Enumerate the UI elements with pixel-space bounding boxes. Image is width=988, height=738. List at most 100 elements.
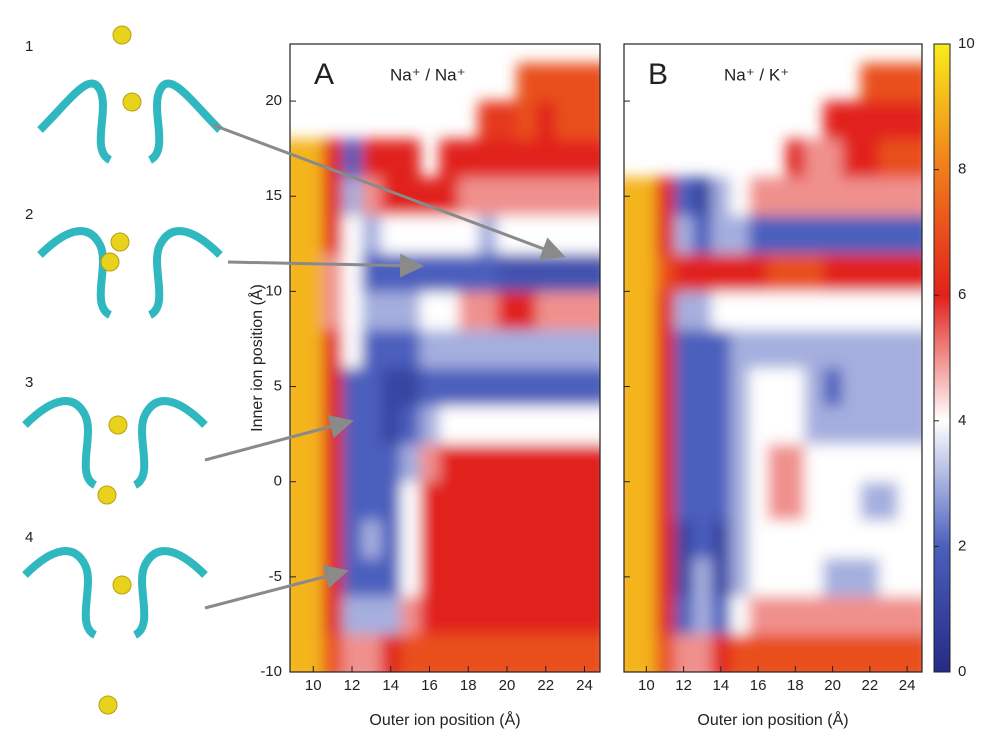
- cell: [362, 444, 382, 483]
- cell: [497, 406, 517, 445]
- cell: [362, 368, 382, 407]
- cell: [280, 596, 323, 635]
- cell: [323, 368, 343, 407]
- cell: [879, 63, 898, 102]
- cell: [693, 406, 712, 445]
- cell: [497, 291, 517, 330]
- cell: [517, 406, 537, 445]
- cell: [517, 444, 537, 483]
- cell: [749, 596, 768, 635]
- cell: [861, 253, 880, 292]
- cell: [730, 177, 749, 216]
- cell: [381, 368, 401, 407]
- cell: [439, 291, 459, 330]
- panel-title: Na⁺ / K⁺: [724, 65, 789, 84]
- cell: [730, 368, 749, 407]
- cell: [497, 558, 517, 597]
- cell: [656, 482, 675, 521]
- x-axis-label: Outer ion position (Å): [369, 710, 520, 729]
- cell: [342, 215, 362, 254]
- cell: [842, 634, 861, 683]
- cell: [478, 444, 498, 483]
- cell: [497, 444, 517, 483]
- cell: [614, 558, 656, 597]
- cell: [381, 634, 401, 683]
- cell: [614, 634, 656, 683]
- cell: [614, 291, 656, 330]
- cell: [459, 139, 479, 178]
- cell: [459, 177, 479, 216]
- cell: [674, 596, 693, 635]
- cell: [381, 444, 401, 483]
- cell: [517, 139, 537, 178]
- cell: [536, 634, 556, 683]
- cell: [400, 368, 420, 407]
- cell: [656, 634, 675, 683]
- cell: [497, 177, 517, 216]
- cell: [786, 558, 805, 597]
- cell: [805, 215, 824, 254]
- cell: [536, 139, 556, 178]
- cell: [459, 291, 479, 330]
- cell: [712, 215, 731, 254]
- cell: [842, 596, 861, 635]
- cell: [674, 329, 693, 368]
- cell: [842, 520, 861, 559]
- colorbar-tick-label: 0: [958, 663, 966, 680]
- cell: [861, 520, 880, 559]
- cell: [420, 253, 440, 292]
- cell: [439, 482, 459, 521]
- cell: [536, 291, 556, 330]
- cell: [712, 520, 731, 559]
- cell: [555, 596, 575, 635]
- cell: [712, 482, 731, 521]
- y-tick-label: 5: [274, 378, 282, 395]
- cell: [362, 406, 382, 445]
- y-tick-label: -10: [260, 663, 282, 680]
- cell: [842, 482, 861, 521]
- cell: [674, 406, 693, 445]
- cell: [478, 101, 498, 140]
- panel-label: A: [314, 58, 334, 91]
- cell: [614, 596, 656, 635]
- cell: [730, 482, 749, 521]
- cell: [280, 177, 323, 216]
- cell: [478, 177, 498, 216]
- cell: [323, 596, 343, 635]
- cell: [555, 634, 575, 683]
- cell: [280, 253, 323, 292]
- cell: [861, 63, 880, 102]
- cell: [575, 63, 611, 102]
- cell: [536, 406, 556, 445]
- cell: [805, 634, 824, 683]
- cell: [767, 482, 786, 521]
- cell: [861, 558, 880, 597]
- y-tick-label: 10: [265, 282, 282, 299]
- cell: [420, 329, 440, 368]
- cell: [614, 329, 656, 368]
- cell: [536, 101, 556, 140]
- cell: [536, 253, 556, 292]
- cell: [381, 482, 401, 521]
- cell: [342, 329, 362, 368]
- cell: [517, 215, 537, 254]
- cell: [805, 558, 824, 597]
- cell: [555, 482, 575, 521]
- cell: [693, 368, 712, 407]
- snapshot-3: [25, 401, 205, 504]
- x-tick-label: 18: [787, 677, 804, 694]
- cell: [575, 101, 611, 140]
- cell: [861, 444, 880, 483]
- cell: [767, 291, 786, 330]
- cell: [400, 139, 420, 178]
- cell: [879, 444, 898, 483]
- cell: [614, 368, 656, 407]
- cell: [842, 101, 861, 140]
- cell: [674, 368, 693, 407]
- cell: [786, 253, 805, 292]
- cell: [879, 291, 898, 330]
- cell: [898, 482, 933, 521]
- cell: [786, 215, 805, 254]
- cell: [420, 368, 440, 407]
- cell: [861, 406, 880, 445]
